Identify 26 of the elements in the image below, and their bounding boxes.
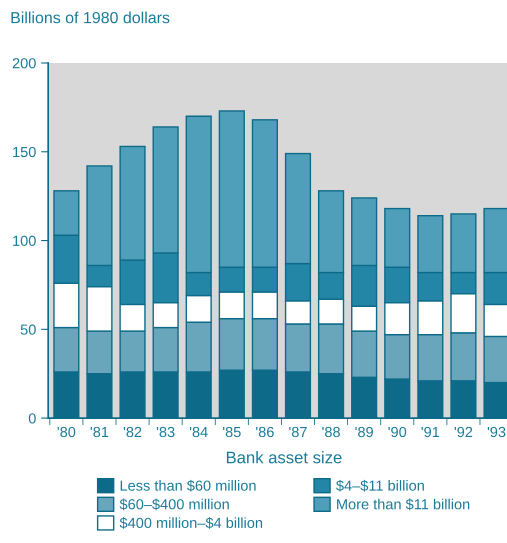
y-tick-label: 200	[12, 58, 36, 68]
y-tick-label: 150	[13, 146, 36, 158]
x-tick-label: '87	[289, 426, 307, 438]
legend-label: $4–$11 billion	[336, 480, 424, 492]
x-tick-label: '84	[190, 426, 208, 438]
y-tick-label: 50	[20, 324, 36, 335]
x-tick-label: '88	[322, 426, 340, 438]
x-axis-title: Bank asset size	[226, 451, 342, 464]
x-tick-label: '90	[388, 426, 406, 438]
legend-label: $400 million–$4 billion	[120, 517, 262, 529]
x-tick-label: '91	[422, 426, 440, 438]
x-tick-label: '86	[256, 426, 274, 438]
legend-label: More than $11 billion	[337, 498, 470, 510]
x-tick-label: '93	[488, 426, 506, 438]
y-tick-label: 0	[28, 413, 36, 424]
x-tick-label: '92	[454, 426, 472, 438]
x-tick-label: '82	[124, 426, 142, 438]
y-axis-title: Billions of 1980 dollars	[11, 12, 170, 24]
x-tick-label: '80	[58, 426, 76, 438]
x-tick-label: '85	[223, 426, 241, 438]
legend-label: $60–$400 million	[120, 498, 229, 510]
x-tick-label: '83	[156, 426, 174, 438]
y-tick-label: 100	[13, 236, 36, 246]
x-tick-label: '89	[355, 426, 373, 438]
x-tick-label: '81	[90, 426, 108, 438]
legend-label: Less than $60 million	[120, 480, 256, 492]
